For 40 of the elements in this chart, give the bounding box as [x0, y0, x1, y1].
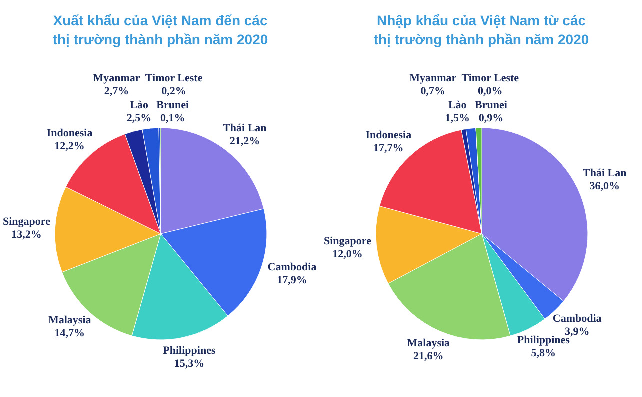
slice-label: Myanmar — [410, 72, 457, 84]
data-label: 1,5% — [445, 112, 470, 124]
slice-label: Philippines — [163, 344, 216, 357]
slice-label: Lào — [130, 100, 149, 112]
slice-label: Indonesia — [366, 129, 412, 142]
slice-label: Cambodia — [552, 312, 602, 325]
data-label: 17,9% — [277, 274, 308, 287]
category-label: Timor Leste — [462, 72, 520, 84]
data-label: 17,7% — [374, 142, 404, 154]
slice-label: Malaysia — [407, 337, 451, 350]
slice-label: Malaysia — [48, 314, 92, 327]
slice-label: Timor Leste — [145, 72, 203, 84]
data-label: 13,2% — [12, 228, 42, 241]
slice-label: Thái Lan — [223, 122, 267, 134]
slice-label: Lào — [448, 100, 468, 112]
data-label: 21,2% — [230, 135, 260, 148]
data-label: 15,3% — [174, 358, 205, 370]
slice-label: Myanmar — [93, 72, 140, 84]
data-label: 0,7% — [420, 86, 446, 98]
text: 0,0% — [478, 86, 503, 98]
data-label: 0,9% — [478, 112, 504, 124]
slice-label: Brunei — [475, 100, 508, 112]
slice-label: Singapore — [324, 236, 372, 248]
chart-title: Xuất khẩu của Việt Nam đến các thị trường thành phần năm 2020 — [52, 12, 268, 48]
data-label: 0,1% — [160, 112, 186, 124]
slice-label: Thái Lan — [583, 168, 627, 180]
slice-label: Cambodia — [268, 262, 318, 274]
data-label: 36,0% — [590, 180, 620, 193]
slice-label: Indonesia — [46, 128, 94, 140]
data-label: 14,7% — [54, 328, 86, 340]
data-label: 2,7% — [104, 86, 130, 98]
data-label: 5,8% — [531, 348, 556, 360]
slice-label: Singapore — [2, 216, 51, 228]
chart-title: Nhập khẩu của Việt Nam từ các thị trường thành phần năm 2020 — [374, 12, 590, 48]
data-label: 0,2% — [162, 86, 186, 98]
data-label: 12,2% — [54, 140, 85, 153]
data-label: 21,6% — [414, 350, 444, 362]
data-label: 12,0% — [332, 248, 363, 261]
slice-label: Brunei — [156, 100, 190, 112]
data-label: 2,5% — [126, 112, 152, 124]
